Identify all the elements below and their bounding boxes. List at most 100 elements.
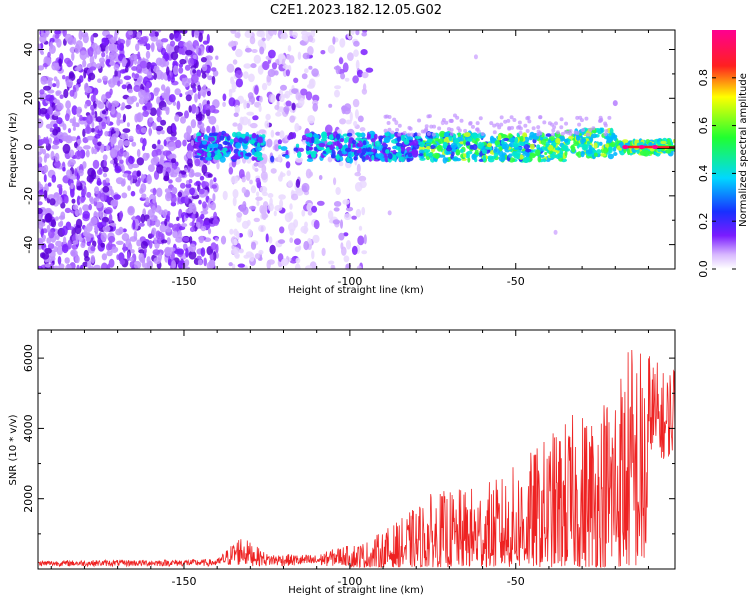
- spectrogram-cell: [151, 64, 155, 70]
- spectrogram-cell: [246, 219, 251, 226]
- spectrogram-cell: [206, 90, 211, 97]
- spectrogram-cell: [230, 156, 237, 160]
- spectrogram-cell: [165, 227, 172, 233]
- spectrogram-cell: [171, 158, 177, 164]
- spectrogram-cell: [257, 65, 264, 75]
- spectrogram-cell: [149, 107, 157, 116]
- spectrogram-cell: [549, 135, 555, 142]
- spectrogram-cell: [237, 122, 243, 132]
- spectrogram-cell: [465, 153, 470, 159]
- spectrogram-cell: [109, 137, 117, 144]
- spectrogram-cell: [234, 32, 241, 39]
- spectrogram-cell: [198, 188, 205, 195]
- spectrogram-cell: [38, 100, 41, 110]
- spectrogram-cell: [108, 78, 116, 88]
- spectrogram-cell: [320, 138, 327, 142]
- spectrogram-cell: [38, 265, 44, 269]
- spectrogram-cell: [195, 180, 201, 186]
- spectrogram-cell: [231, 238, 239, 246]
- spectrogram-cell: [377, 153, 384, 159]
- spectrogram-cell: [152, 197, 157, 204]
- spectrogram-cell: [261, 164, 267, 174]
- spectrogram-cell: [302, 139, 307, 145]
- spectrogram-cell: [547, 144, 554, 151]
- spectrogram-cell: [51, 62, 58, 71]
- spectrogram-cell: [96, 180, 102, 186]
- spectrogram-cell: [147, 164, 155, 173]
- spectrogram-cell: [245, 152, 252, 157]
- spectrogram-cell: [311, 250, 315, 260]
- spectrogram-cell: [593, 142, 598, 149]
- spectrogram-cell: [201, 73, 207, 79]
- spectrogram-cell: [162, 150, 171, 157]
- spectrogram-cell: [83, 69, 87, 79]
- spectrogram-cell: [312, 102, 319, 112]
- spectrogram-cell: [69, 46, 77, 54]
- spectrogram-cell: [254, 85, 259, 95]
- spectrogram-cell: [86, 191, 92, 198]
- spectrogram-cell: [284, 108, 289, 115]
- spectrogram-cell: [217, 143, 223, 150]
- spectrogram-cell: [338, 232, 345, 241]
- spectrogram-cell: [512, 118, 517, 123]
- spectrogram-cell: [308, 146, 313, 150]
- spectrogram-cell: [152, 65, 160, 73]
- spectrogram-cell: [520, 141, 525, 146]
- spectrogram-cell: [312, 234, 320, 244]
- spectrogram-cell: [86, 135, 95, 141]
- spectrogram-cell: [238, 169, 245, 179]
- spectrogram-cell: [352, 98, 360, 108]
- spectrogram-cell: [572, 143, 579, 146]
- spectrogram-cell: [230, 175, 239, 184]
- spectrogram-cell: [54, 216, 59, 221]
- spectrogram-cell: [193, 133, 198, 140]
- spectrogram-cell: [140, 213, 146, 224]
- spectrogram-cell: [143, 92, 152, 101]
- spectrogram-cell: [180, 182, 186, 189]
- spectrogram-cell: [174, 88, 181, 96]
- spectrogram-cell: [64, 196, 69, 204]
- spectrogram-cell: [273, 210, 277, 217]
- spectrogram-cell: [492, 130, 497, 135]
- spectrogram-cell: [101, 121, 106, 130]
- spectrogram-cell: [350, 30, 355, 35]
- spectrogram-cell: [384, 132, 389, 137]
- spectrogram-cell: [54, 152, 60, 162]
- spectrogram-cell: [596, 149, 602, 155]
- spectrogram-cell: [346, 156, 350, 163]
- spectrogram-cell: [590, 133, 598, 139]
- spectrogram-cell: [280, 84, 287, 91]
- spectrogram-cell: [76, 185, 83, 191]
- spectrogram-cell: [270, 155, 275, 163]
- spectrogram-cell: [100, 232, 107, 242]
- spectrogram-cell: [361, 206, 366, 216]
- spectrogram-cell: [57, 221, 63, 228]
- spectrogram-cell: [128, 30, 133, 36]
- spectrogram-cell: [169, 40, 176, 47]
- spectrogram-cell: [189, 243, 197, 253]
- spectrogram-cell: [480, 132, 485, 137]
- spectrogram-cell: [352, 75, 359, 84]
- spectrogram-cell: [64, 207, 71, 214]
- spectrogram-cell: [437, 145, 442, 151]
- spectrogram-cell: [269, 197, 273, 207]
- spectrogram-cell: [172, 230, 179, 239]
- spectrogram-cell: [361, 147, 367, 155]
- spectrogram-cell: [42, 234, 46, 240]
- spectrogram-cell: [258, 129, 266, 135]
- spectrogram-cell: [212, 251, 217, 262]
- spectrogram-cell: [142, 138, 147, 147]
- spectrogram-cell: [255, 196, 263, 201]
- spectrogram-cell: [552, 125, 557, 130]
- spectrogram-cell: [555, 153, 561, 160]
- spectrogram-cell: [250, 241, 257, 250]
- spectrogram-cell: [106, 250, 113, 257]
- spectrogram-cell: [563, 138, 569, 143]
- spectrogram-cell: [463, 139, 467, 146]
- spectrogram-cell: [45, 94, 53, 102]
- spectrogram-cell: [115, 240, 124, 245]
- spectrogram-cell: [110, 246, 119, 253]
- spectrogram-cell: [303, 35, 309, 42]
- spectrogram-cell: [119, 159, 124, 164]
- spectrogram-cell: [414, 135, 422, 140]
